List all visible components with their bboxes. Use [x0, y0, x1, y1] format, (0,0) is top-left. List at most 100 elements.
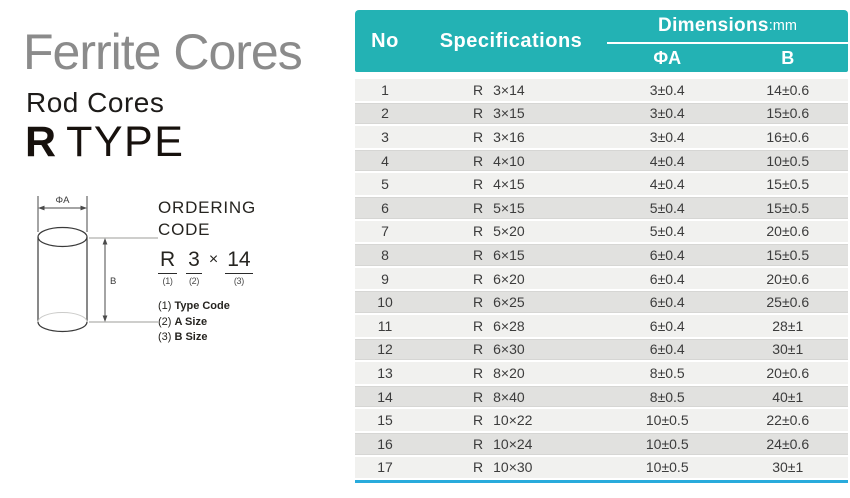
ordering-heading-line2: CODE [158, 220, 211, 239]
dimensions-label: Dimensions [658, 15, 769, 36]
cell-dimension-b: 40±1 [772, 388, 804, 405]
spec-size: 5×20 [493, 223, 525, 240]
cell-dimension-a: 6±0.4 [649, 341, 685, 358]
spec-type-code: R [473, 176, 484, 193]
cell-specification: R 5×15 [415, 200, 607, 216]
cell-no: 15 [377, 412, 393, 429]
cell-specification: R 3×14 [415, 82, 607, 98]
table-row: 5 R 4×15 4±0.4 15±0.5 [355, 173, 848, 197]
cell-dimension-b: 16±0.6 [766, 128, 810, 145]
ordering-code-legend: (1) Type Code (2) A Size (3) B Size [158, 299, 262, 346]
legend-label: B Size [174, 331, 208, 343]
formula-b-size-group: 14 (3) [225, 249, 253, 286]
column-header-phi-a: ΦA [653, 47, 682, 68]
cell-dimension-b: 15±0.5 [766, 199, 810, 216]
column-header-dimensions: Dimensions:mm ΦA B [607, 10, 848, 72]
table-row: 12 R 6×30 6±0.4 30±1 [355, 338, 848, 363]
cell-dimension-a: 10±0.5 [645, 435, 689, 452]
cell-dimension-b: 28±1 [772, 317, 804, 334]
spec-type-code: R [473, 435, 484, 452]
legend-label: A Size [174, 315, 208, 328]
formula-type-ref: (1) [162, 276, 173, 286]
table-row: 17 R 10×30 10±0.5 30±1 [355, 456, 848, 481]
spec-size: 6×30 [493, 341, 525, 358]
page-title: Ferrite Cores [23, 24, 303, 80]
cell-dimension-a: 5±0.4 [649, 199, 685, 216]
cell-dimension-a: 8±0.5 [649, 364, 685, 381]
cell-dimension-a: 3±0.4 [649, 128, 685, 145]
cell-no: 9 [381, 270, 389, 287]
specifications-table: No Specifications Dimensions:mm ΦA B 1 R… [355, 10, 848, 484]
cell-dimension-a: 6±0.4 [649, 317, 685, 334]
type-heading: R TYPE [25, 121, 184, 164]
dimensions-unit: :mm [768, 18, 797, 34]
table-row: 13 R 8×20 8±0.5 20±0.6 [355, 362, 848, 386]
cell-dimension-b: 20±0.6 [766, 270, 810, 287]
cell-specification: R 4×10 [415, 153, 607, 169]
spec-size: 10×22 [493, 412, 533, 429]
cell-no: 14 [377, 388, 393, 405]
dim-phi-a-label: ΦA [56, 195, 71, 206]
spec-type-code: R [473, 317, 484, 334]
cell-no: 8 [381, 246, 389, 263]
type-word: TYPE [66, 118, 185, 166]
spec-size: 6×28 [493, 317, 525, 334]
cell-specification: R 6×28 [415, 318, 607, 334]
spec-size: 4×10 [493, 152, 525, 169]
formula-a-ref: (2) [188, 276, 200, 286]
formula-a-size-group: 3 (2) [186, 249, 202, 286]
spec-size: 8×40 [493, 388, 525, 405]
cell-specification: R 6×15 [415, 247, 607, 263]
spec-type-code: R [473, 152, 484, 169]
spec-size: 3×14 [493, 81, 525, 98]
dimensions-title: Dimensions:mm [607, 10, 848, 44]
table-row: 2 R 3×15 3±0.4 15±0.6 [355, 102, 848, 127]
spec-size: 3×15 [493, 105, 525, 122]
spec-type-code: R [473, 246, 484, 263]
table-row: 15 R 10×22 10±0.5 22±0.6 [355, 409, 848, 433]
cell-no: 4 [381, 152, 389, 169]
spec-size: 6×20 [493, 270, 525, 287]
cell-no: 10 [377, 294, 393, 311]
cell-no: 13 [377, 364, 393, 381]
cell-specification: R 6×30 [415, 341, 607, 357]
formula-type-code: R [158, 249, 178, 274]
cell-specification: R 8×40 [415, 389, 607, 405]
spec-type-code: R [473, 364, 484, 381]
table-row: 16 R 10×24 10±0.5 24±0.6 [355, 432, 848, 457]
cell-specification: R 8×20 [415, 365, 607, 381]
cell-no: 2 [381, 105, 389, 122]
formula-type-group: R (1) [158, 249, 178, 286]
cell-dimension-b: 15±0.6 [766, 105, 810, 122]
legend-ref: (3) [158, 331, 172, 343]
table-row: 14 R 8×40 8±0.5 40±1 [355, 385, 848, 410]
column-header-specifications: Specifications [439, 29, 583, 52]
cell-specification: R 6×25 [415, 294, 607, 310]
cell-specification: R 6×20 [415, 271, 607, 287]
spec-size: 10×24 [493, 435, 533, 452]
cell-dimension-a: 10±0.5 [645, 412, 689, 429]
cell-dimension-b: 20±0.6 [766, 364, 810, 381]
table-header: No Specifications Dimensions:mm ΦA B [355, 10, 848, 72]
cell-dimension-a: 5±0.4 [649, 223, 685, 240]
spec-type-code: R [473, 388, 484, 405]
cell-dimension-a: 3±0.4 [649, 105, 685, 122]
cell-specification: R 3×15 [415, 105, 607, 121]
cell-dimension-b: 10±0.5 [766, 152, 810, 169]
table-body: 1 R 3×14 3±0.4 14±0.6 2 R 3×15 3±0.4 15±0.… [355, 79, 848, 484]
cell-dimension-b: 24±0.6 [766, 435, 810, 452]
legend-item: (3) B Size [158, 330, 262, 346]
cell-no: 3 [381, 128, 389, 145]
cell-no: 12 [377, 341, 393, 358]
cell-no: 1 [381, 81, 389, 98]
spec-type-code: R [473, 105, 484, 122]
spec-size: 6×15 [493, 246, 525, 263]
formula-b-size: 14 [225, 249, 253, 274]
spec-size: 5×15 [493, 199, 525, 216]
cell-dimension-a: 4±0.4 [649, 176, 685, 193]
cell-dimension-b: 22±0.6 [766, 412, 810, 429]
dim-b-label: B [110, 276, 116, 287]
page-subtitle: Rod Cores [26, 87, 165, 118]
formula-b-ref: (3) [233, 276, 244, 286]
